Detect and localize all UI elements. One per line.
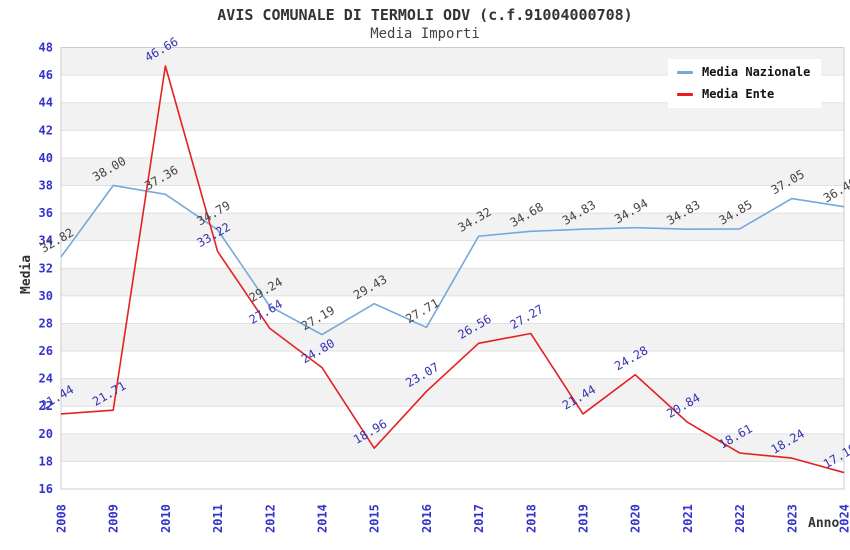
x-tick-label: 2023: [785, 504, 799, 533]
plot-band: [61, 157, 844, 186]
plot-band: [61, 185, 844, 214]
y-tick-label: 48: [39, 41, 53, 55]
plot-border: [60, 47, 845, 490]
y-tick-label: 28: [39, 316, 53, 330]
plot-band: [61, 213, 844, 241]
y-tick-label: 24: [39, 372, 53, 386]
plot-band: [61, 378, 844, 407]
y-tick-label: 26: [39, 344, 53, 358]
legend-label-media-nazionale: Media Nazionale: [702, 65, 811, 79]
media-nazionale-line-swatch: [677, 70, 693, 74]
y-tick-label: 44: [39, 96, 53, 110]
plot-band: [61, 351, 844, 379]
y-tick-label: 16: [39, 482, 53, 496]
y-tick-label: 20: [39, 427, 53, 441]
x-tick-label: 2014: [316, 504, 330, 533]
y-tick-label: 22: [39, 399, 53, 413]
y-tick-label: 36: [39, 206, 53, 220]
x-tick-label: 2024: [838, 504, 850, 533]
y-tick-label: 46: [39, 68, 53, 82]
media-ente-line-swatch: [677, 92, 693, 96]
x-tick-label: 2008: [55, 504, 69, 533]
y-axis-title: Media: [19, 255, 34, 294]
y-tick-label: 34: [39, 234, 53, 248]
x-tick-label: 2020: [629, 504, 643, 533]
x-tick-label: 2021: [681, 504, 695, 533]
x-tick-label: 2018: [524, 504, 538, 533]
x-tick-label: 2015: [368, 504, 382, 533]
y-tick-label: 40: [39, 151, 53, 165]
plot-band: [61, 240, 844, 269]
y-tick-label: 38: [39, 178, 53, 192]
plot-band: [61, 130, 844, 158]
x-tick-label: 2010: [159, 504, 173, 533]
x-tick-label: 2011: [211, 504, 225, 533]
x-axis-title: Anno: [808, 516, 839, 531]
x-tick-label: 2019: [577, 504, 591, 533]
y-tick-label: 32: [39, 261, 53, 275]
legend: Media Nazionale Media Ente: [668, 59, 822, 108]
x-tick-label: 2022: [733, 504, 747, 533]
y-tick-label: 42: [39, 123, 53, 137]
x-tick-label: 2009: [107, 504, 121, 533]
plot-band: [61, 461, 844, 489]
legend-label-media-ente: Media Ente: [702, 87, 775, 101]
chart-title: AVIS COMUNALE DI TERMOLI ODV (c.f.910040…: [217, 6, 633, 24]
x-tick-label: 2012: [263, 504, 277, 533]
y-tick-label: 18: [39, 454, 53, 468]
legend-item-media-nazionale: Media Nazionale: [677, 65, 810, 79]
series-line-1: [60, 65, 845, 474]
plot-band: [61, 323, 844, 352]
series-line-0: [60, 184, 845, 336]
plot-band: [61, 406, 844, 434]
y-tick-label: 30: [39, 289, 53, 303]
chart-subtitle: Media Importi: [370, 26, 480, 42]
plot-band: [61, 295, 844, 324]
x-tick-label: 2016: [420, 504, 434, 533]
legend-item-media-ente: Media Ente: [677, 87, 810, 101]
x-tick-label: 2017: [472, 504, 486, 533]
